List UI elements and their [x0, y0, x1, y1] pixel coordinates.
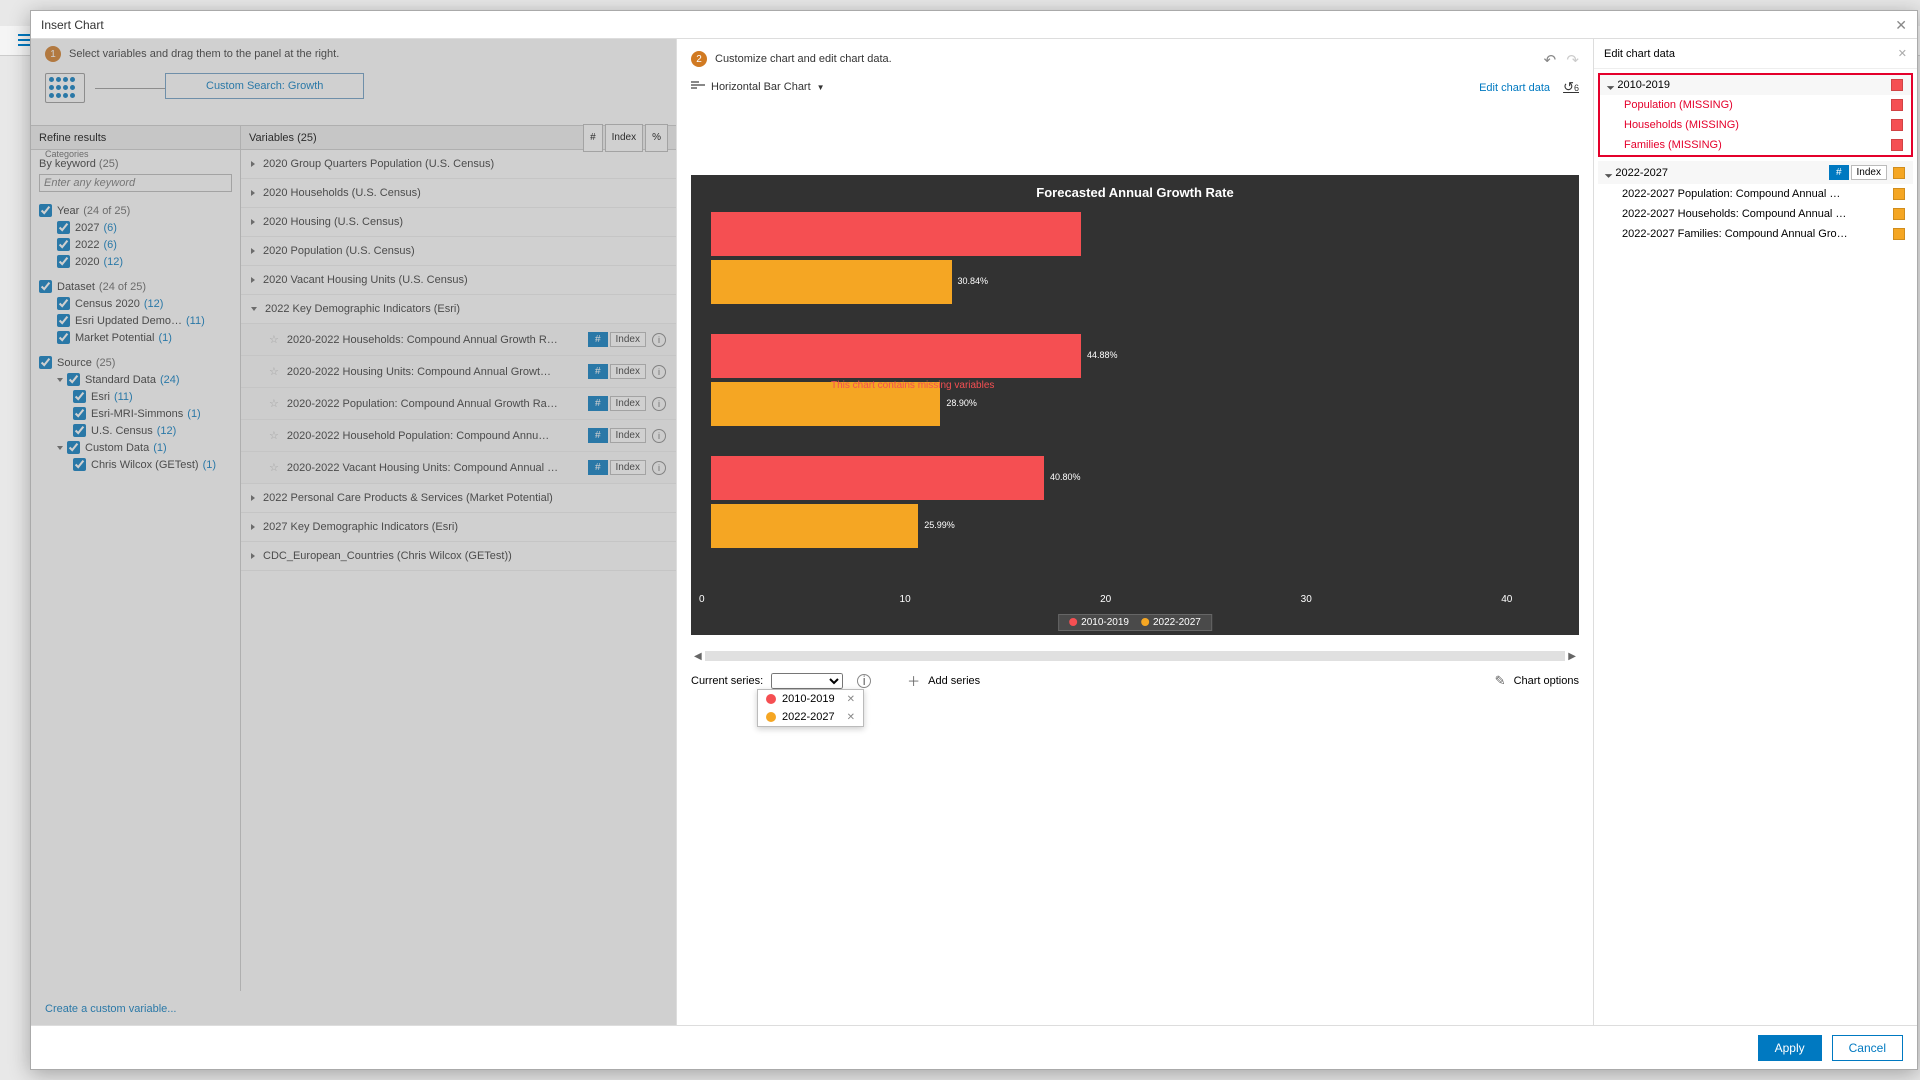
tree-item[interactable]: 2027(6) — [39, 219, 232, 236]
var-item[interactable]: ☆2020-2022 Household Population: Compoun… — [241, 420, 676, 452]
close-icon[interactable]: ✕ — [1895, 11, 1907, 39]
add-series-icon[interactable]: ＋ — [907, 671, 920, 690]
undo-redo: ↶ ↷ — [1538, 51, 1579, 69]
edit-data-header: Edit chart data ✕ — [1594, 39, 1917, 69]
var-group[interactable]: CDC_European_Countries (Chris Wilcox (GE… — [241, 542, 676, 571]
var-group[interactable]: 2020 Housing (U.S. Census) — [241, 208, 676, 237]
refine-header: Refine results — [31, 126, 240, 150]
g2-color-swatch[interactable] — [1893, 167, 1905, 179]
categories-icon[interactable] — [45, 73, 85, 103]
hdr-index-button[interactable]: Index — [605, 124, 643, 152]
redo-icon[interactable]: ↷ — [1566, 52, 1579, 69]
chart-type-selector[interactable]: Horizontal Bar Chart ▼ — [691, 81, 825, 93]
modal-title: Insert Chart — [41, 11, 104, 39]
chart-preview: Forecasted Annual Growth Rate 30.84%44.8… — [691, 175, 1579, 635]
series-select[interactable] — [771, 673, 843, 689]
step2-text: Customize chart and edit chart data. — [715, 53, 892, 65]
var-group[interactable]: 2020 Population (U.S. Census) — [241, 237, 676, 266]
data-item-missing[interactable]: Households (MISSING) — [1600, 115, 1911, 135]
refine-column: Refine results By keyword (25) Year(24 o… — [31, 126, 241, 991]
group-2010-2019[interactable]: 2010-2019 — [1600, 75, 1911, 95]
var-group[interactable]: 2020 Group Quarters Population (U.S. Cen… — [241, 150, 676, 179]
hbar-icon — [691, 81, 705, 93]
g1-color-swatch[interactable] — [1891, 79, 1903, 91]
add-series-button[interactable]: Add series — [928, 675, 980, 687]
right-pane: Edit chart data ✕ 2010-2019 Population (… — [1593, 39, 1917, 1025]
tree-item[interactable]: Esri-MRI-Simmons(1) — [39, 405, 232, 422]
data-item[interactable]: 2022-2027 Families: Compound Annual Gro… — [1598, 224, 1913, 244]
var-group[interactable]: 2022 Personal Care Products & Services (… — [241, 484, 676, 513]
edit-chart-data-link[interactable]: Edit chart data — [1479, 82, 1550, 94]
modal-footer: Apply Cancel — [31, 1025, 1917, 1069]
dataset-check[interactable] — [39, 280, 52, 293]
variables-column: Variables (25) # Index % 2020 Group Quar… — [241, 126, 676, 991]
step2-header: 2 Customize chart and edit chart data. — [677, 39, 1593, 69]
var-group-expanded[interactable]: 2022 Key Demographic Indicators (Esri) — [241, 295, 676, 324]
var-item[interactable]: ☆2020-2022 Households: Compound Annual G… — [241, 324, 676, 356]
rotate-icon[interactable]: ↺6 — [1563, 79, 1579, 94]
group-2022-2027[interactable]: 2022-2027 # Index — [1598, 161, 1913, 184]
chart-options-icon[interactable]: ✎ — [1495, 673, 1506, 689]
undo-icon[interactable]: ↶ — [1544, 52, 1557, 69]
left-pane: 1 Select variables and drag them to the … — [31, 39, 676, 1025]
step1-header: 1 Select variables and drag them to the … — [31, 39, 676, 69]
series-option[interactable]: 2010-2019✕ — [758, 690, 863, 708]
series-row: Current series: i ＋ Add series ✎ Chart o… — [677, 667, 1593, 694]
right-close-icon[interactable]: ✕ — [1898, 47, 1907, 60]
tree-item[interactable]: Esri Updated Demo…(11) — [39, 312, 232, 329]
create-variable-link[interactable]: Create a custom variable... — [45, 1003, 176, 1015]
g2-index-button[interactable]: Index — [1851, 165, 1887, 180]
source-check[interactable] — [39, 356, 52, 369]
keyword-label: By keyword — [39, 158, 96, 170]
series-option[interactable]: 2022-2027✕ — [758, 708, 863, 726]
var-item[interactable]: ☆2020-2022 Population: Compound Annual G… — [241, 388, 676, 420]
var-group[interactable]: 2020 Vacant Housing Units (U.S. Census) — [241, 266, 676, 295]
var-item[interactable]: ☆2020-2022 Housing Units: Compound Annua… — [241, 356, 676, 388]
chart-title: Forecasted Annual Growth Rate — [703, 185, 1567, 200]
var-group[interactable]: 2020 Households (U.S. Census) — [241, 179, 676, 208]
var-item[interactable]: ☆2020-2022 Vacant Housing Units: Compoun… — [241, 452, 676, 484]
data-item[interactable]: 2022-2027 Households: Compound Annual … — [1598, 204, 1913, 224]
g2-hash-button[interactable]: # — [1829, 165, 1849, 180]
tree-item[interactable]: Chris Wilcox (GETest)(1) — [39, 456, 232, 473]
tree-item[interactable]: U.S. Census(12) — [39, 422, 232, 439]
breadcrumb-row: Custom Search: Growth — [31, 69, 676, 125]
categories-label: Categories — [45, 149, 89, 159]
vars-header: Variables (25) # Index % — [241, 126, 676, 150]
breadcrumb-current[interactable]: Custom Search: Growth — [165, 73, 364, 99]
data-item[interactable]: 2022-2027 Population: Compound Annual … — [1598, 184, 1913, 204]
series-info-icon[interactable]: i — [857, 674, 871, 688]
var-group[interactable]: 2027 Key Demographic Indicators (Esri) — [241, 513, 676, 542]
tree-item[interactable]: 2020(12) — [39, 253, 232, 270]
series-label: Current series: — [691, 675, 763, 687]
keyword-input[interactable] — [39, 174, 232, 192]
data-item-missing[interactable]: Population (MISSING) — [1600, 95, 1911, 115]
insert-chart-modal: Insert Chart ✕ 1 Select variables and dr… — [30, 10, 1918, 1070]
step2-badge: 2 — [691, 51, 707, 67]
modal-titlebar: Insert Chart ✕ — [31, 11, 1917, 39]
step1-text: Select variables and drag them to the pa… — [69, 48, 339, 60]
standard-check[interactable] — [67, 373, 80, 386]
center-pane: 2 Customize chart and edit chart data. ↶… — [676, 39, 1593, 1025]
tree-item[interactable]: Esri(11) — [39, 388, 232, 405]
step1-badge: 1 — [45, 46, 61, 62]
chart-legend: 2010-20192022-2027 — [1058, 614, 1212, 631]
chart-hscroll[interactable]: ◀▶ — [691, 649, 1579, 663]
tree-item[interactable]: Market Potential(1) — [39, 329, 232, 346]
chart-options-button[interactable]: Chart options — [1514, 675, 1579, 687]
cancel-button[interactable]: Cancel — [1832, 1035, 1903, 1061]
series-dropdown: 2010-2019✕2022-2027✕ — [757, 689, 864, 727]
tree-item[interactable]: 2022(6) — [39, 236, 232, 253]
data-item-missing[interactable]: Families (MISSING) — [1600, 135, 1911, 155]
hdr-hash-button[interactable]: # — [583, 124, 603, 152]
apply-button[interactable]: Apply — [1758, 1035, 1822, 1061]
year-check[interactable] — [39, 204, 52, 217]
missing-group-highlight: 2010-2019 Population (MISSING)Households… — [1598, 73, 1913, 157]
hdr-pct-button[interactable]: % — [645, 124, 668, 152]
custom-check[interactable] — [67, 441, 80, 454]
tree-item[interactable]: Census 2020(12) — [39, 295, 232, 312]
